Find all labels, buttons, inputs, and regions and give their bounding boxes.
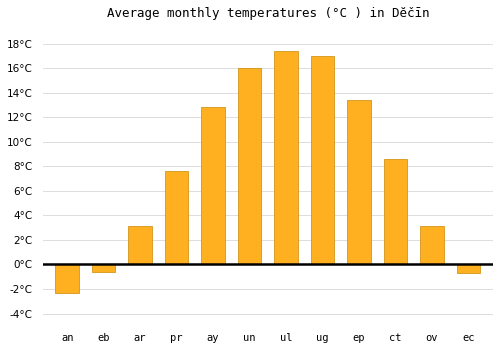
Bar [347, 100, 371, 265]
Bar [56, 265, 79, 293]
Bar [384, 159, 407, 265]
Bar [456, 265, 480, 273]
Bar [238, 68, 262, 265]
Bar [164, 171, 188, 265]
Bar [201, 107, 225, 265]
Bar [420, 226, 444, 265]
Bar [92, 265, 116, 272]
Bar [274, 51, 298, 265]
Bar [128, 226, 152, 265]
Title: Average monthly temperatures (°C ) in Dĕčīn: Average monthly temperatures (°C ) in Dĕ… [106, 7, 429, 20]
Bar [310, 56, 334, 265]
